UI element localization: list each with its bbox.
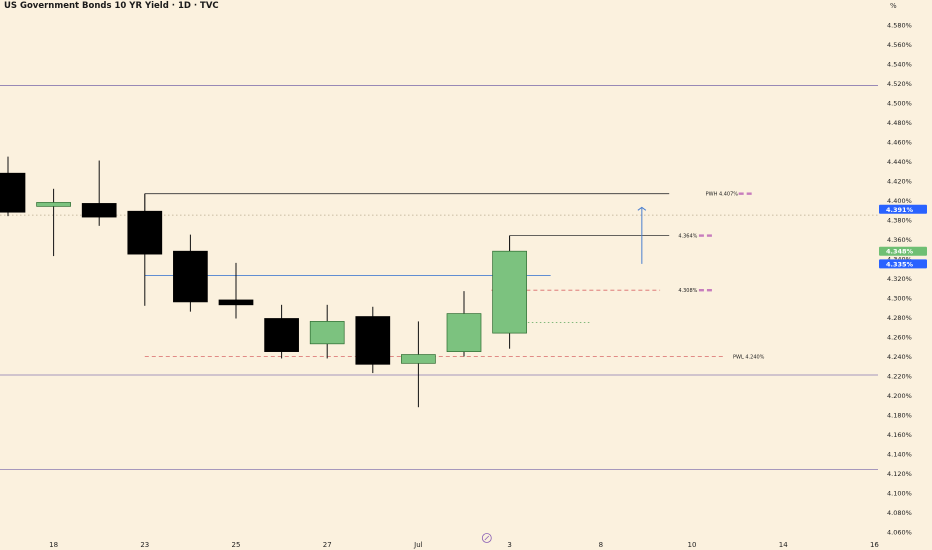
candle-body[interactable] [401,354,436,364]
y-tick-label: 4.320% [887,275,912,283]
x-tick-label: 18 [49,541,58,549]
y-tick-label: 4.580% [887,22,912,30]
level-marker [698,234,704,237]
level-marker [738,192,744,195]
x-tick-label: 23 [140,541,149,549]
x-tick-label: 16 [870,541,879,549]
event-marker-icon[interactable] [481,533,492,543]
y-tick-label: 4.560% [887,41,912,49]
axis-price-badge-label: 4.348% [886,248,914,256]
axis-price-badge-label: 4.335% [886,260,914,268]
candle-body[interactable] [0,172,26,213]
axis-price-badge [879,259,927,269]
x-tick-label: 8 [599,541,603,549]
candle-body[interactable] [309,321,345,345]
y-tick-label: 4.220% [887,373,912,381]
y-tick-label: 4.500% [887,100,912,108]
y-tick-label: 4.480% [887,119,912,127]
event-marker-glyph [484,535,490,541]
candle-body[interactable] [218,299,254,306]
y-tick-label: 4.240% [887,353,912,361]
y-tick-label: 4.520% [887,80,912,88]
y-tick-label: 4.260% [887,334,912,342]
y-tick-label: 4.160% [887,431,912,439]
x-tick-label: 25 [232,541,241,549]
axis-price-badge-label: 4.391% [886,206,914,214]
candle-body[interactable] [355,316,391,365]
y-tick-label: 4.300% [887,295,912,303]
y-tick-label: 4.180% [887,412,912,420]
y-tick-label: 4.420% [887,178,912,186]
y-tick-label: 4.540% [887,61,912,69]
y-tick-label: 4.360% [887,236,912,244]
candle-body[interactable] [127,210,163,255]
price-arrow-head [637,206,647,211]
level-marker [698,289,704,292]
axis-unit-box [880,0,932,13]
candle-body[interactable] [173,250,208,303]
y-tick-label: 4.140% [887,451,912,459]
axis-unit-label: % [890,2,897,10]
y-tick-label: 4.280% [887,314,912,322]
x-tick-label: 10 [688,541,697,549]
y-tick-label: 4.120% [887,470,912,478]
level-marker [706,234,712,237]
y-tick-label: 4.380% [887,217,912,225]
y-tick-label: 4.440% [887,158,912,166]
x-tick-label: 14 [779,541,788,549]
y-tick-label: 4.060% [887,529,912,537]
level-label: PWH 4.407% [706,192,739,198]
axis-price-badge [879,246,927,256]
axis-price-badge [879,204,927,214]
level-label: PWL 4.240% [733,355,765,361]
level-marker [746,192,752,195]
level-marker [706,289,712,292]
y-tick-label: 4.080% [887,509,912,517]
y-tick-label: 4.400% [887,197,912,205]
chart-title: US Government Bonds 10 YR Yield · 1D · T… [4,1,219,11]
x-tick-label: 3 [507,541,511,549]
candle-body[interactable] [36,202,71,207]
x-tick-label: Jul [413,541,423,549]
candle-body[interactable] [446,313,482,352]
y-tick-label: 4.460% [887,139,912,147]
x-tick-label: 27 [323,541,332,549]
level-label: 4.308% [678,288,697,294]
level-label: 4.364% [678,234,697,240]
y-tick-label: 4.200% [887,392,912,400]
y-tick-label: 4.100% [887,490,912,498]
candle-body[interactable] [264,318,299,352]
candle-body[interactable] [81,203,117,218]
candle-body[interactable] [492,250,527,334]
